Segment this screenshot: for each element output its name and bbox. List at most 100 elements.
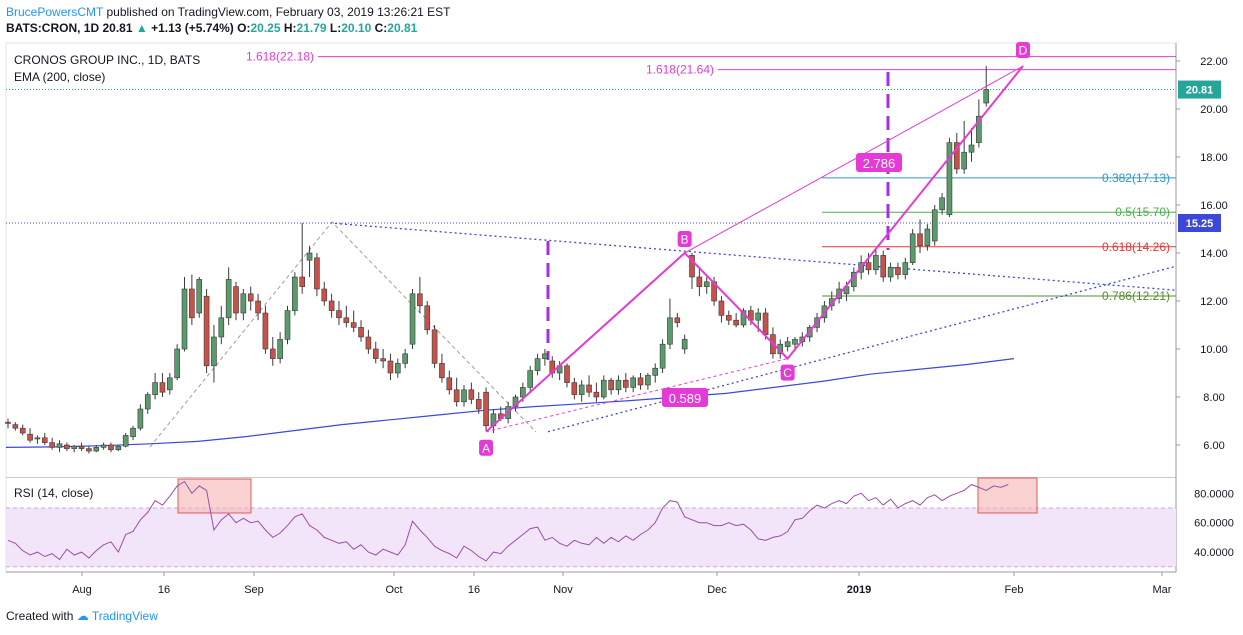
time-tick-label: Feb <box>1005 584 1024 596</box>
close-label: C: <box>374 21 388 35</box>
candle-body <box>247 293 254 302</box>
candle-body <box>784 341 791 347</box>
candle-body <box>284 310 291 340</box>
candle-body <box>740 310 747 326</box>
fib-level-label: 0.618(14.26) <box>1102 240 1170 254</box>
footer: Created with ☁ TradingView <box>6 609 158 623</box>
candle-body <box>93 447 100 452</box>
candle-body <box>100 444 107 448</box>
candle-body <box>527 370 534 388</box>
candle-body <box>255 300 261 314</box>
candle-body <box>292 276 298 311</box>
candle-body <box>233 286 239 314</box>
time-tick-label: 16 <box>158 584 170 596</box>
candle-body <box>387 360 394 374</box>
candle-body <box>424 305 431 331</box>
candle-body <box>475 399 482 410</box>
candle-body <box>446 377 453 391</box>
candle-body <box>725 315 732 321</box>
candle-body <box>5 421 11 424</box>
pattern-point-label: C <box>783 366 792 380</box>
candle-body <box>887 267 894 278</box>
candle-body <box>336 310 342 319</box>
fib-level-label: 0.786(12.21) <box>1102 289 1170 303</box>
candle-body <box>181 288 188 350</box>
low-label: L: <box>329 21 342 35</box>
time-tick-label: Nov <box>553 584 573 596</box>
candle-body <box>269 348 276 359</box>
candle-body <box>909 233 916 263</box>
candle-body <box>358 327 364 338</box>
candle-body <box>299 276 306 287</box>
time-tick-label: Oct <box>385 584 402 596</box>
candle-body <box>78 445 85 449</box>
pattern-point-badge <box>1015 42 1030 59</box>
candle-body <box>115 445 122 451</box>
rsi-tick-label: 40.0000 <box>1194 547 1234 559</box>
triangle-up-icon: ▲ <box>135 21 148 35</box>
open-value: 20.25 <box>250 21 281 35</box>
publish-info: published on TradingView.com, February 0… <box>106 5 451 19</box>
candle-body <box>696 276 703 287</box>
candle-body <box>733 319 739 326</box>
candle-body <box>689 255 695 278</box>
candle-body <box>240 293 247 314</box>
price-change: +1.13 (+5.74%) <box>151 21 234 35</box>
candle-body <box>64 444 70 449</box>
pattern-point-badge <box>780 364 795 381</box>
candle-body <box>167 377 173 391</box>
ratio-badge <box>662 388 708 407</box>
candle-body <box>586 384 592 393</box>
candle-body <box>483 391 489 427</box>
candle-body <box>122 435 129 447</box>
candle-body <box>902 262 909 275</box>
time-tick-label: Mar <box>1153 584 1172 596</box>
candle-body <box>380 358 386 362</box>
candle-body <box>402 353 408 364</box>
candle-body <box>946 142 953 215</box>
candle-body <box>637 377 644 386</box>
price-badge <box>1178 80 1221 99</box>
time-tick-label: 2019 <box>847 584 871 596</box>
fib-level-label: 0.382(17.13) <box>1102 171 1170 185</box>
candle-body <box>718 300 725 316</box>
candle-body <box>600 379 607 398</box>
candle-body <box>174 348 180 379</box>
candle-body <box>755 312 762 321</box>
candle-body <box>880 255 887 278</box>
candle-body <box>49 442 55 448</box>
candle-body <box>630 377 636 388</box>
candle-body <box>152 382 158 395</box>
ratio-badge <box>856 153 902 172</box>
candle-body <box>608 379 614 391</box>
prior-swing-line <box>149 221 537 448</box>
pattern-ratio-line <box>684 65 1024 254</box>
price-tick-label: 12.00 <box>1200 296 1228 308</box>
candle-body <box>953 142 960 170</box>
time-tick-label: Aug <box>72 584 92 596</box>
candle-body <box>645 375 651 386</box>
candle-body <box>211 336 217 367</box>
resistance-trendline <box>329 222 1177 291</box>
tradingview-brand[interactable]: TradingView <box>91 609 158 623</box>
candle-body <box>931 209 938 242</box>
candle-body <box>137 408 144 429</box>
candle-body <box>762 312 769 335</box>
rsi-band <box>6 508 1176 567</box>
candle-body <box>542 353 548 359</box>
candle-body <box>659 343 666 369</box>
candle-body <box>19 427 26 434</box>
symbol-label: BATS:CRON, 1D <box>6 21 100 35</box>
pattern-point-badge <box>479 439 494 456</box>
candle-body <box>189 288 195 319</box>
time-tick-label: Sep <box>244 584 264 596</box>
rsi-tick-label: 80.0000 <box>1194 488 1234 500</box>
support-trendline <box>547 265 1177 433</box>
author-link[interactable]: BrucePowersCMT <box>6 5 104 19</box>
price-badge <box>1178 214 1221 232</box>
rsi-overbought-box <box>177 478 252 514</box>
price-tick-label: 16.00 <box>1200 200 1228 212</box>
candle-body <box>792 339 798 345</box>
pattern-point-badge <box>677 231 692 247</box>
